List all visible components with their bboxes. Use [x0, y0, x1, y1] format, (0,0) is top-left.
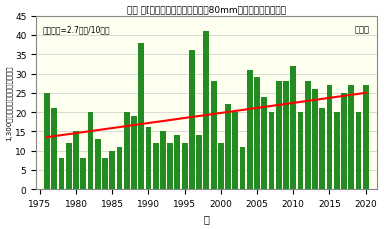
Y-axis label: 1,300地点あたりの発生回数（回）: 1,300地点あたりの発生回数（回） — [5, 65, 12, 141]
Bar — [102, 159, 108, 189]
Bar — [138, 44, 144, 189]
Bar — [247, 70, 253, 189]
Bar — [117, 147, 122, 189]
Bar — [218, 143, 224, 189]
Bar — [269, 113, 275, 189]
Bar — [88, 113, 93, 189]
Bar — [66, 143, 72, 189]
Bar — [131, 116, 137, 189]
Bar — [189, 51, 195, 189]
Bar — [283, 82, 289, 189]
Bar — [341, 93, 347, 189]
Text: トレンド=2.7（回/10年）: トレンド=2.7（回/10年） — [43, 25, 111, 34]
Bar — [204, 32, 209, 189]
Bar — [348, 86, 354, 189]
Bar — [254, 78, 260, 189]
Bar — [276, 82, 282, 189]
Bar — [211, 82, 217, 189]
Bar — [80, 159, 86, 189]
Bar — [327, 86, 333, 189]
Bar — [124, 113, 129, 189]
Bar — [196, 136, 202, 189]
Bar — [290, 67, 296, 189]
Bar — [319, 109, 325, 189]
Bar — [146, 128, 151, 189]
Title: 全国 　[アメダス｝１時間降水量80mm以上の年間発生回数: 全国 [アメダス｝１時間降水量80mm以上の年間発生回数 — [127, 5, 286, 14]
Bar — [356, 113, 361, 189]
Bar — [167, 143, 173, 189]
Bar — [153, 143, 159, 189]
Bar — [44, 93, 50, 189]
Bar — [109, 151, 115, 189]
Bar — [312, 90, 318, 189]
Bar — [240, 147, 245, 189]
Bar — [160, 132, 166, 189]
Bar — [334, 113, 339, 189]
Text: 気象庁: 気象庁 — [355, 25, 370, 34]
Bar — [51, 109, 57, 189]
Bar — [305, 82, 311, 189]
X-axis label: 年: 年 — [204, 213, 209, 224]
Bar — [363, 86, 369, 189]
Bar — [298, 113, 303, 189]
Bar — [73, 132, 79, 189]
Bar — [174, 136, 180, 189]
Bar — [59, 159, 65, 189]
Bar — [225, 105, 231, 189]
Bar — [182, 143, 187, 189]
Bar — [95, 139, 101, 189]
Bar — [262, 97, 267, 189]
Bar — [232, 113, 238, 189]
